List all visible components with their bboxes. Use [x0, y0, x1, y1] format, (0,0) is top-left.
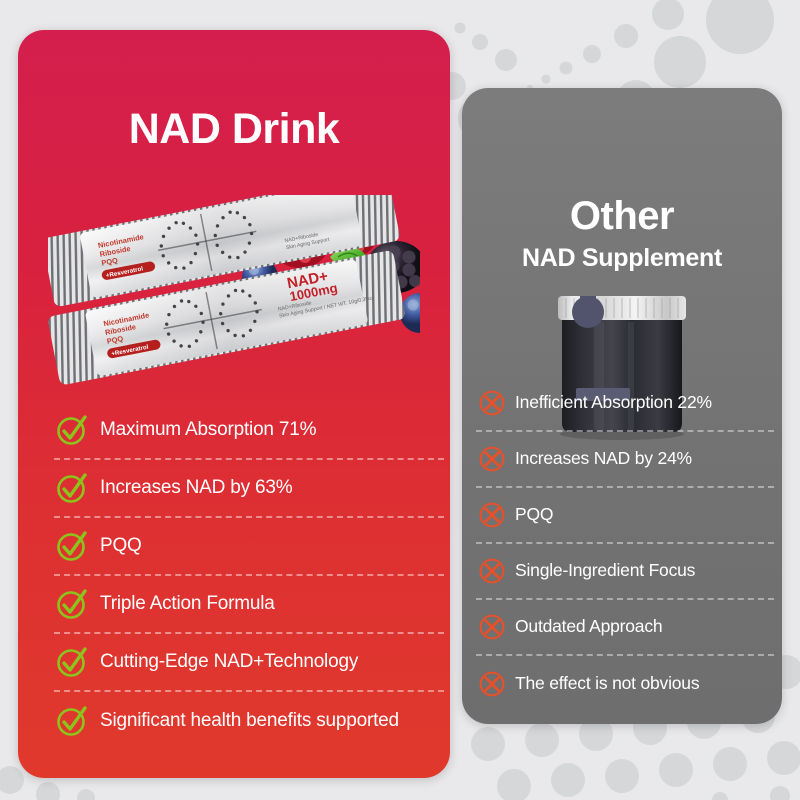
cross-circle-icon [479, 446, 505, 472]
list-item-label: The effect is not obvious [515, 673, 700, 694]
list-item-label: Cutting-Edge NAD+Technology [100, 650, 359, 672]
list-item: Significant health benefits supported [54, 692, 444, 750]
list-item: The effect is not obvious [476, 656, 774, 712]
list-item-label: Increases NAD by 63% [100, 476, 293, 498]
list-item: Increases NAD by 63% [54, 460, 444, 518]
sachet-resveratrol-badge [101, 261, 156, 280]
list-item-label: Inefficient Absorption 22% [515, 392, 712, 413]
list-item: Inefficient Absorption 22% [476, 376, 774, 432]
check-circle-icon [57, 415, 87, 445]
list-item: PQQ [54, 518, 444, 576]
list-item: Maximum Absorption 71% [54, 402, 444, 460]
sachet-ingredient-line-3: PQQ [101, 256, 119, 268]
check-circle-icon [57, 647, 87, 677]
list-item: Cutting-Edge NAD+Technology [54, 634, 444, 692]
nad-drink-product-image: Nicotinamide Riboside PQQ +Resveratrol N… [48, 195, 420, 385]
check-circle-icon [57, 589, 87, 619]
list-item: PQQ [476, 488, 774, 544]
list-item-label: Triple Action Formula [100, 592, 275, 614]
list-item: Outdated Approach [476, 600, 774, 656]
list-item-label: Significant health benefits supported [100, 709, 399, 731]
list-item-label: Increases NAD by 24% [515, 448, 692, 469]
cross-circle-icon [479, 502, 505, 528]
list-item-label: PQQ [515, 504, 554, 525]
list-item: Increases NAD by 24% [476, 432, 774, 488]
jar-label [576, 388, 630, 401]
page-subtitle-right: NAD Supplement [522, 244, 722, 272]
other-supplement-panel: Other NAD Supplement [462, 88, 782, 724]
sachet-front: Nicotinamide Riboside PQQ +Resveratrol N… [48, 250, 405, 385]
list-item-label: Maximum Absorption 71% [100, 418, 317, 440]
other-supplement-feature-list: Inefficient Absorption 22% Increases NAD… [476, 376, 774, 712]
cross-circle-icon [479, 671, 505, 697]
list-item: Single-Ingredient Focus [476, 544, 774, 600]
cross-circle-icon [479, 558, 505, 584]
page-title-right: Other [569, 194, 675, 238]
cross-circle-icon [479, 390, 505, 416]
list-item: Triple Action Formula [54, 576, 444, 634]
list-item-label: Outdated Approach [515, 616, 663, 637]
nad-drink-feature-list: Maximum Absorption 71% Increases NAD by … [54, 402, 444, 750]
sachet-back: Nicotinamide Riboside PQQ +Resveratrol N… [48, 195, 400, 307]
check-circle-icon [57, 706, 87, 736]
check-circle-icon [57, 473, 87, 503]
nad-drink-panel: NAD Drink [18, 30, 450, 778]
svg-text:PQQ: PQQ [106, 334, 124, 346]
other-supplement-product-image [558, 296, 686, 440]
list-item-label: Single-Ingredient Focus [515, 560, 696, 581]
list-item-label: PQQ [100, 534, 142, 556]
page-title-left: NAD Drink [128, 105, 340, 153]
check-circle-icon [57, 531, 87, 561]
cross-circle-icon [479, 614, 505, 640]
